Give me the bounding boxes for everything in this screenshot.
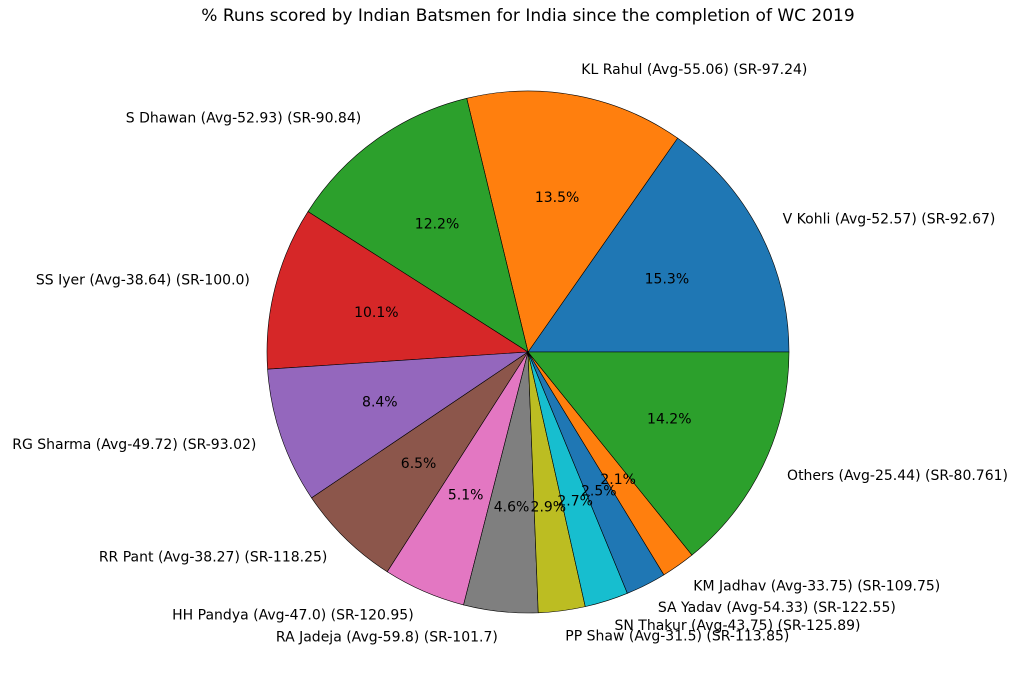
slice-percent-label: 2.9% [531,499,567,515]
slice-label: S Dhawan (Avg-52.93) (SR-90.84) [126,110,361,126]
slice-label: RA Jadeja (Avg-59.8) (SR-101.7) [276,630,498,646]
slice-percent-label: 2.5% [581,484,617,500]
pie-slice [267,351,529,499]
pie-slice [527,351,790,556]
slice-percent-label: 14.2% [647,412,691,428]
slice-percent-label: 6.5% [401,456,437,472]
pie-slice [307,97,529,353]
slice-percent-label: 8.4% [362,395,398,411]
pie-slice [266,211,529,370]
slice-percent-label: 5.1% [448,488,484,504]
slice-label: SA Yadav (Avg-54.33) (SR-122.55) [658,600,896,616]
pie-slices [266,90,790,614]
slice-percent-label: 10.1% [354,305,398,321]
pie-slice [466,90,678,353]
slice-label: PP Shaw (Avg-31.5) (SR-113.85) [565,629,789,645]
slice-label: Others (Avg-25.44) (SR-80.761) [787,468,1008,484]
slice-percent-label: 13.5% [535,190,579,206]
slice-label: SN Thakur (Avg-43.75) (SR-125.89) [614,618,860,634]
slice-percent-label: 2.1% [600,472,636,488]
pie-labels: V Kohli (Avg-52.57) (SR-92.67) 15.3% KL Ra… [12,62,1008,646]
slice-label: V Kohli (Avg-52.57) (SR-92.67) [783,211,996,227]
slice-percent-label: 2.7% [557,493,593,509]
slice-percent-label: 15.3% [645,272,689,288]
slice-label: KL Rahul (Avg-55.06) (SR-97.24) [581,62,807,78]
slice-label: RG Sharma (Avg-49.72) (SR-93.02) [12,437,256,453]
slice-percent-label: 4.6% [494,500,530,516]
slice-label: HH Pandya (Avg-47.0) (SR-120.95) [172,607,414,623]
slice-label: KM Jadhav (Avg-33.75) (SR-109.75) [693,579,940,595]
slice-label: SS Iyer (Avg-38.64) (SR-100.0) [36,273,250,289]
pie-slice [527,137,790,353]
chart-title: % Runs scored by Indian Batsmen for Indi… [201,6,854,26]
slice-label: RR Pant (Avg-38.27) (SR-118.25) [99,549,328,565]
slice-percent-label: 12.2% [415,217,459,233]
